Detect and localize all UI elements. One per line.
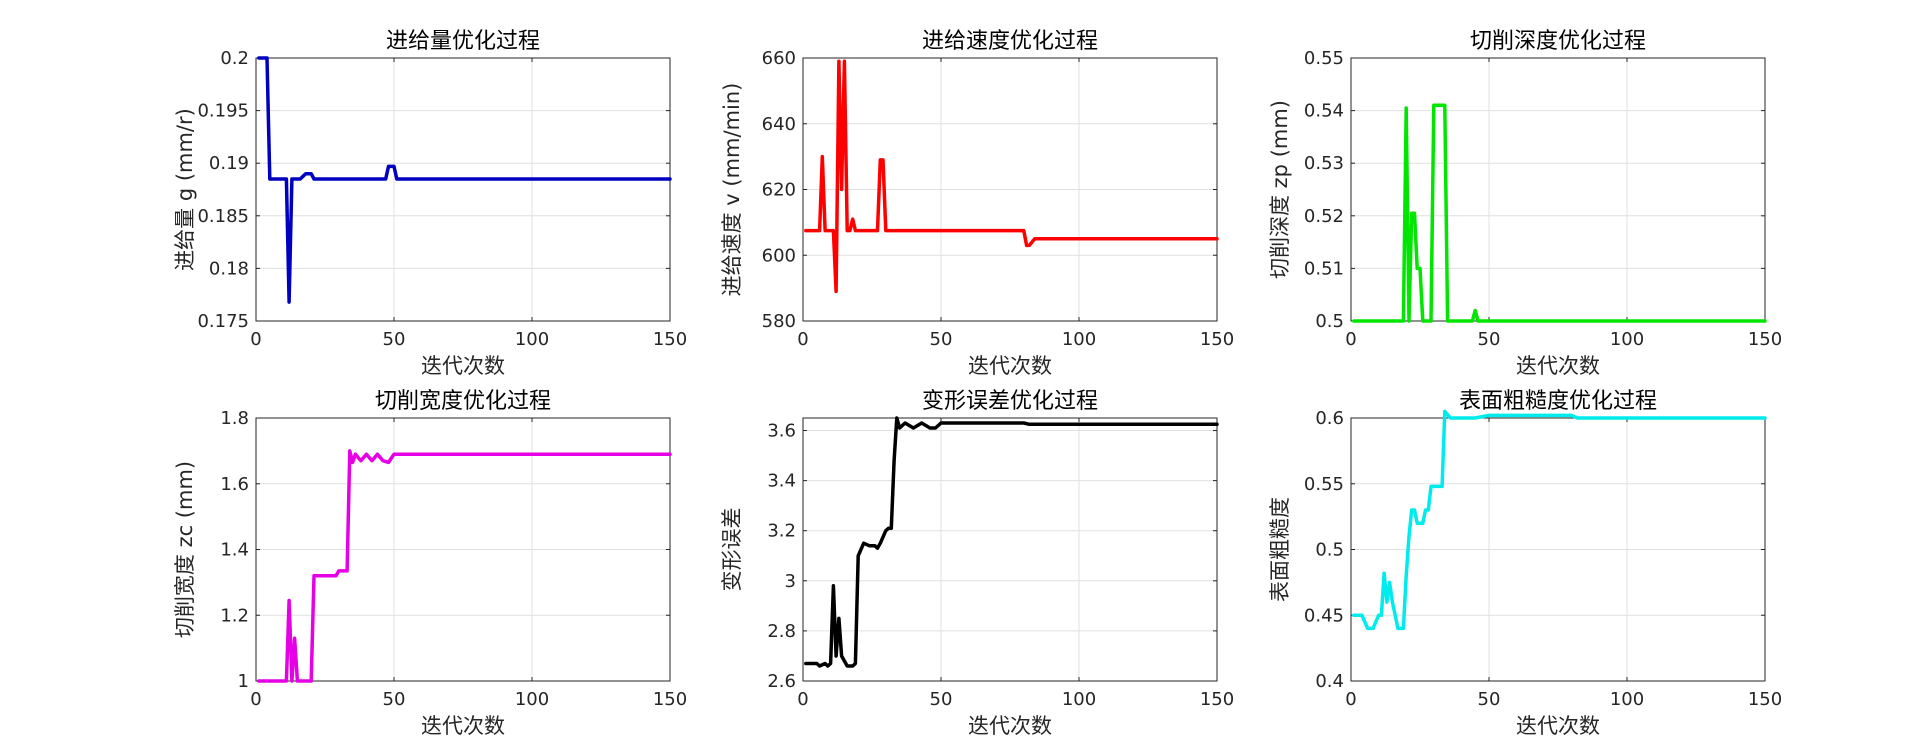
x-tick-label: 150 xyxy=(1748,689,1782,710)
y-tick-label: 1 xyxy=(238,671,249,692)
y-tick-label: 0.55 xyxy=(1304,474,1344,495)
y-tick-label: 1.4 xyxy=(220,540,249,561)
y-tick-label: 0.54 xyxy=(1304,101,1344,122)
series-line xyxy=(257,449,672,683)
y-tick-label: 1.8 xyxy=(220,408,249,429)
chart-title: 进给量优化过程 xyxy=(386,29,540,54)
x-tick-label: 100 xyxy=(1062,329,1096,350)
y-tick-label: 0.195 xyxy=(197,101,249,122)
x-tick-label: 100 xyxy=(515,329,549,350)
x-axis-label: 迭代次数 xyxy=(1516,714,1600,738)
x-tick-label: 50 xyxy=(930,329,953,350)
y-tick-label: 640 xyxy=(762,114,796,135)
y-tick-label: 580 xyxy=(762,311,796,332)
y-tick-label: 0.6 xyxy=(1315,408,1344,429)
x-tick-label: 50 xyxy=(383,329,406,350)
x-axis-label: 迭代次数 xyxy=(968,714,1052,738)
x-tick-label: 0 xyxy=(797,329,808,350)
x-tick-label: 0 xyxy=(797,689,808,710)
x-axis-label: 迭代次数 xyxy=(968,354,1052,378)
y-tick-label: 1.6 xyxy=(220,474,249,495)
x-tick-label: 150 xyxy=(653,329,687,350)
plot-area xyxy=(1350,57,1766,322)
y-tick-label: 0.19 xyxy=(209,153,249,174)
y-tick-label: 0.5 xyxy=(1315,540,1344,561)
plot-area xyxy=(802,417,1218,682)
x-tick-label: 150 xyxy=(1200,329,1234,350)
y-axis-label: 切削宽度 zc (mm) xyxy=(173,461,197,638)
x-tick-label: 150 xyxy=(1200,689,1234,710)
y-tick-label: 3.2 xyxy=(767,521,796,542)
x-tick-label: 0 xyxy=(1345,689,1356,710)
chart-title: 切削宽度优化过程 xyxy=(375,389,551,414)
x-tick-label: 100 xyxy=(1062,689,1096,710)
x-tick-label: 100 xyxy=(1610,689,1644,710)
y-axis-label: 切削深度 zp (mm) xyxy=(1268,100,1292,279)
x-tick-label: 50 xyxy=(1478,689,1501,710)
axes-border xyxy=(255,57,671,322)
series-line xyxy=(1352,103,1767,323)
x-tick-label: 0 xyxy=(1345,329,1356,350)
y-axis-label: 表面粗糙度 xyxy=(1268,497,1292,602)
y-tick-label: 0.5 xyxy=(1315,311,1344,332)
y-tick-label: 1.2 xyxy=(220,605,249,626)
y-tick-label: 0.52 xyxy=(1304,206,1344,227)
subplot-1: 0 50 100 150 0.175 0.18 0.185 0.19 0.195 0.2 进给量优化… xyxy=(173,29,687,378)
y-tick-label: 3 xyxy=(785,571,796,592)
subplot-3: 0 50 100 150 0.5 0.51 0.52 0.53 0.54 0.55 切削深度优化过程… xyxy=(1268,29,1782,378)
x-tick-label: 50 xyxy=(383,689,406,710)
x-tick-label: 100 xyxy=(515,689,549,710)
y-tick-label: 0.53 xyxy=(1304,153,1344,174)
x-axis-label: 迭代次数 xyxy=(421,354,505,378)
x-axis-label: 迭代次数 xyxy=(1516,354,1600,378)
series-line xyxy=(804,59,1219,294)
x-tick-label: 50 xyxy=(930,689,953,710)
plot-area xyxy=(255,57,671,322)
y-tick-label: 0.175 xyxy=(197,311,249,332)
y-tick-label: 660 xyxy=(762,48,796,69)
axes-border xyxy=(802,417,1218,682)
chart-title: 变形误差优化过程 xyxy=(922,389,1098,414)
y-tick-label: 0.2 xyxy=(220,48,249,69)
y-tick-label: 2.6 xyxy=(767,671,796,692)
series-line xyxy=(257,56,672,304)
y-tick-label: 620 xyxy=(762,180,796,201)
y-tick-label: 0.4 xyxy=(1315,671,1344,692)
chart-title: 表面粗糙度优化过程 xyxy=(1459,389,1657,414)
y-tick-label: 0.55 xyxy=(1304,48,1344,69)
x-tick-label: 150 xyxy=(1748,329,1782,350)
y-axis-label: 进给速度 v (mm/min) xyxy=(720,83,744,297)
y-tick-label: 0.18 xyxy=(209,258,249,279)
y-tick-label: 600 xyxy=(762,245,796,266)
y-tick-label: 0.185 xyxy=(197,206,249,227)
y-tick-label: 3.6 xyxy=(767,421,796,442)
y-tick-label: 3.4 xyxy=(767,471,796,492)
x-tick-label: 0 xyxy=(250,689,261,710)
x-axis-label: 迭代次数 xyxy=(421,714,505,738)
x-tick-label: 100 xyxy=(1610,329,1644,350)
y-tick-label: 0.51 xyxy=(1304,258,1344,279)
chart-title: 切削深度优化过程 xyxy=(1470,29,1646,54)
x-tick-label: 0 xyxy=(250,329,261,350)
y-axis-label: 变形误差 xyxy=(720,508,744,592)
y-tick-label: 0.45 xyxy=(1304,605,1344,626)
x-tick-label: 150 xyxy=(653,689,687,710)
y-tick-label: 2.8 xyxy=(767,621,796,642)
chart-title: 进给速度优化过程 xyxy=(922,29,1098,54)
x-tick-label: 50 xyxy=(1478,329,1501,350)
y-axis-label: 进给量 g (mm/r) xyxy=(173,108,197,271)
series-line xyxy=(804,416,1219,668)
series-line xyxy=(1352,409,1767,631)
